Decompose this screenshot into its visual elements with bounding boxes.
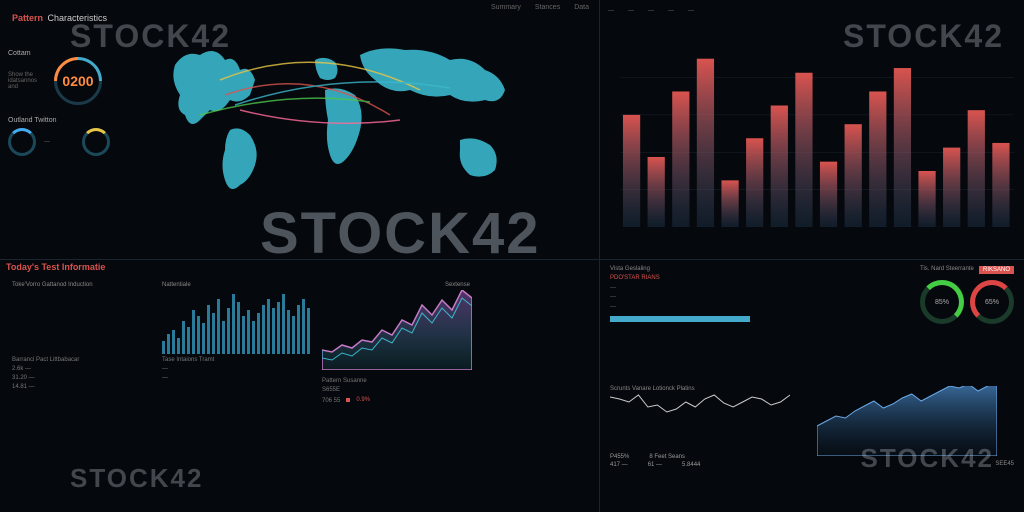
- bar-legend: —————: [608, 8, 1016, 14]
- title-suffix: Characteristics: [47, 13, 107, 23]
- bl-col-3: Sextense Pattern Susanne S655E 706 55 0.…: [316, 266, 476, 506]
- col2-title: Nattentiale: [162, 282, 310, 288]
- segmented-bar: [610, 316, 750, 322]
- col3-sub: S655E: [322, 387, 470, 393]
- tab-data[interactable]: Data: [574, 4, 589, 11]
- donut-title: Tis. Nard Steerrante: [920, 266, 974, 272]
- col2-footer: Tase Intaions Tramt: [162, 357, 310, 363]
- col1-title: Toke'Vorro Gattanod Induction: [12, 282, 150, 288]
- bl-col-2: Nattentiale Tase Intaions Tramt — —: [156, 266, 316, 506]
- col1-stat-0: Barranci Pact Littbabacar: [12, 357, 150, 363]
- sparkline-panel: Scrunts Vanare Lotionck Platins P455% 8 …: [610, 386, 807, 466]
- gauge-ring: 0200: [54, 57, 102, 105]
- multi-ring-icon: [12, 294, 72, 354]
- world-map: [140, 20, 560, 230]
- col3-footer: Pattern Susanne: [322, 378, 470, 384]
- mini-ring-1: [8, 128, 36, 156]
- map-panel: Pattern Characteristics Summary Stances …: [0, 0, 600, 260]
- br-row-0: PDO'STAR RIANS: [610, 274, 910, 284]
- donut-pair: 85% 65%: [920, 280, 1014, 324]
- gauge-sub: Show the idatsannos and: [8, 72, 48, 90]
- ring-widget: Outland Twitton —: [8, 117, 138, 156]
- br-top: Vista Geslaling PDO'STAR RIANS — — — Tis…: [610, 266, 1014, 386]
- wave-chart: [322, 290, 472, 370]
- mini-bars-chart: [162, 294, 310, 354]
- ring-label: Outland Twitton: [8, 117, 138, 124]
- gauge-value: 0200: [62, 73, 93, 89]
- donut-green: 85%: [920, 280, 964, 324]
- sparkline-chart: [610, 392, 790, 447]
- bl-col-4: [476, 266, 606, 506]
- tag: RIKSANO: [979, 266, 1014, 274]
- col1-stat-1: 2.6k —: [12, 366, 150, 372]
- area-panel: SEE45: [817, 386, 1014, 466]
- map-tabs: Summary Stances Data: [491, 4, 589, 11]
- bars-chart: [620, 40, 1014, 227]
- col1-stat-3: 14.81 —: [12, 384, 150, 390]
- donut-red: 65%: [970, 280, 1014, 324]
- sparkline-vals: P455% 8 Feet Seans: [610, 454, 807, 460]
- gauge-widget: Cottam Show the idatsannos and 0200: [8, 50, 138, 105]
- col3-title: Sextense: [322, 282, 470, 288]
- bottom-left-panel: Today's Test Informatie Toke'Vorro Gatta…: [0, 260, 600, 512]
- area-chart: [817, 386, 997, 456]
- bars-panel: —————: [600, 0, 1024, 260]
- tab-stances[interactable]: Stances: [535, 4, 560, 11]
- col1-stat-2: 31.20 —: [12, 375, 150, 381]
- br-bottom: Scrunts Vanare Lotionck Platins P455% 8 …: [610, 386, 1014, 506]
- br-text-col: Vista Geslaling PDO'STAR RIANS — — —: [610, 266, 910, 386]
- side-widgets: Cottam Show the idatsannos and 0200 Outl…: [8, 50, 138, 168]
- mini-ring-2: [82, 128, 110, 156]
- bottom-right-panel: Vista Geslaling PDO'STAR RIANS — — — Tis…: [600, 260, 1024, 512]
- title-prefix: Pattern: [12, 13, 43, 23]
- bl-col-1: Toke'Vorro Gattanod Induction Barranci P…: [6, 266, 156, 506]
- donuts-col: Tis. Nard Steerrante RIKSANO 85% 65%: [920, 266, 1014, 386]
- br-left-title: Vista Geslaling: [610, 266, 910, 272]
- tab-summary[interactable]: Summary: [491, 4, 521, 11]
